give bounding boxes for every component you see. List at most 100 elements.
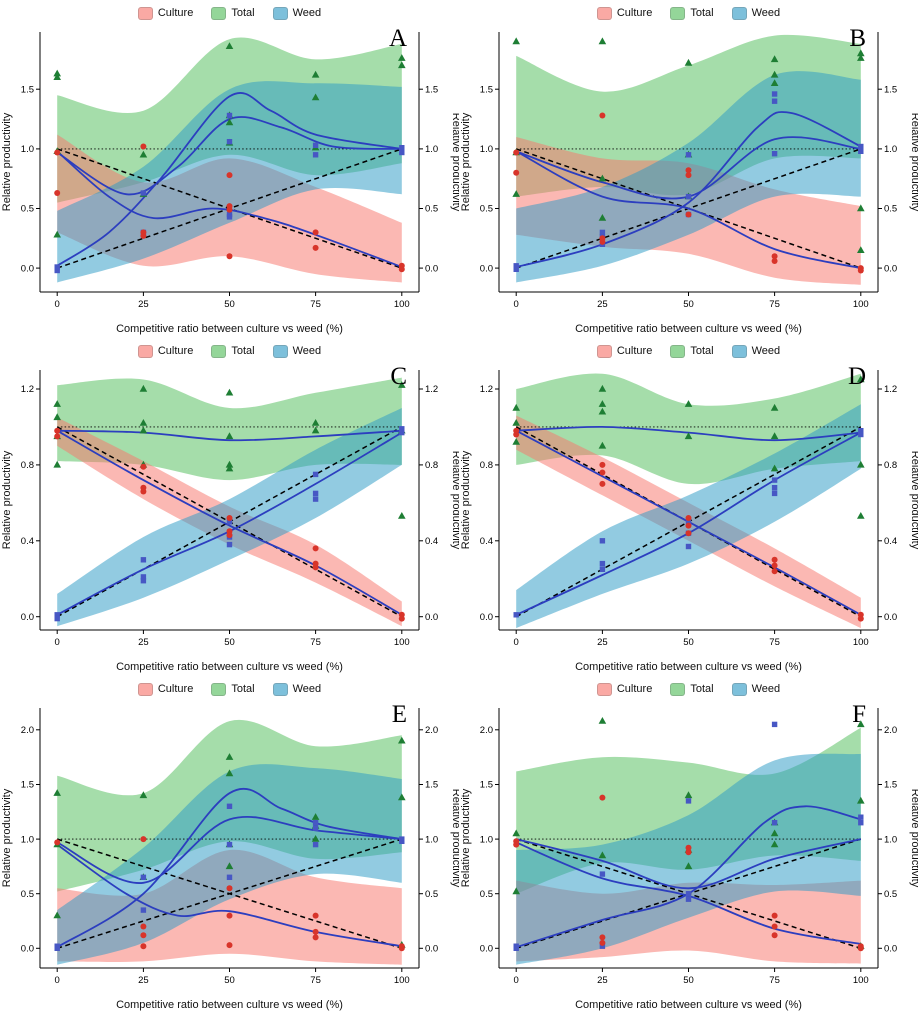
total-point <box>598 384 607 392</box>
culture-point <box>312 912 319 919</box>
panel-letter-d: D <box>847 363 866 390</box>
legend-label-weed: Weed <box>751 7 781 19</box>
total-point <box>311 835 320 842</box>
y-tick-label-left: 1.2 <box>480 384 493 395</box>
y-axis-label-right: Relative productivity <box>909 113 918 212</box>
culture-point <box>226 912 233 919</box>
weed-point <box>54 612 60 618</box>
weed-point <box>771 820 778 826</box>
legend-label-weed: Weed <box>751 683 781 695</box>
culture-point <box>226 172 233 179</box>
x-tick-label: 25 <box>597 299 608 310</box>
total-point <box>139 426 148 434</box>
culture-point <box>140 488 147 495</box>
weed-point <box>771 490 778 497</box>
panel-c: Culture Total Weed C 0 25 50 75 100 0.0 0.0 0.4… <box>0 339 462 677</box>
total-point <box>398 381 406 388</box>
total-point <box>857 796 865 804</box>
culture-point <box>226 885 233 892</box>
weed-swatch-icon <box>272 6 288 20</box>
x-tick-label: 100 <box>394 637 410 648</box>
culture-point <box>599 794 606 801</box>
weed-point <box>685 193 692 200</box>
culture-point <box>140 232 147 239</box>
y-tick-label-right: 0.0 <box>884 612 897 623</box>
y-tick-label-right: 1.5 <box>425 780 438 791</box>
total-point <box>684 58 693 66</box>
legend: Culture Total Weed <box>0 4 459 22</box>
total-point <box>139 384 148 392</box>
weed-point <box>685 891 692 897</box>
x-axis-label: Competitive ratio between culture vs wee… <box>575 661 802 673</box>
legend-label-total: Total <box>231 7 255 19</box>
y-tick-label-right: 1.0 <box>425 834 438 845</box>
weed-point <box>226 519 233 525</box>
y-tick-label-right: 1.5 <box>884 84 897 95</box>
weed-point <box>513 266 519 272</box>
total-point <box>598 441 607 449</box>
total-swatch-icon <box>670 682 686 696</box>
weed-point <box>685 896 692 902</box>
y-axis-label-right: Relative productivity <box>909 451 918 550</box>
culture-point <box>312 564 319 571</box>
y-axis-label-left: Relative productivity <box>1 788 13 887</box>
legend-label-culture: Culture <box>157 7 194 19</box>
total-point <box>598 214 607 221</box>
culture-point <box>771 556 778 563</box>
y-tick-label-right: 0.5 <box>425 889 438 900</box>
y-tick-label-left: 0.0 <box>21 612 34 623</box>
culture-smooth-curve <box>515 150 861 269</box>
y-tick-label-right: 1.0 <box>884 144 897 155</box>
weed-point <box>54 264 60 270</box>
y-tick-label-right: 0.4 <box>884 536 897 547</box>
culture-swatch-icon <box>596 682 612 696</box>
total-point <box>684 791 693 799</box>
panel-letter-f: F <box>852 701 866 728</box>
y-tick-label-left: 1.5 <box>480 780 493 791</box>
y-tick-label-right: 0.8 <box>425 460 438 471</box>
weed-point <box>226 541 233 548</box>
culture-point <box>226 253 233 260</box>
y-tick-label-left: 0.8 <box>480 460 493 471</box>
weed-swatch-icon <box>731 344 747 358</box>
total-point <box>225 388 234 396</box>
total-point <box>53 911 61 919</box>
weed-point <box>771 151 778 157</box>
total-point <box>53 73 61 80</box>
y-tick-label-right: 0.0 <box>425 944 438 955</box>
culture-point <box>398 615 405 622</box>
total-point <box>398 61 406 69</box>
total-point <box>770 403 779 411</box>
y-tick-label-right: 1.0 <box>425 144 438 155</box>
x-tick-label: 50 <box>683 975 694 986</box>
x-tick-label: 50 <box>224 975 235 986</box>
culture-point <box>599 934 606 941</box>
y-axis-label-left: Relative productivity <box>1 450 13 549</box>
culture-point <box>857 267 864 274</box>
weed-point <box>399 429 405 436</box>
weed-point <box>771 485 778 491</box>
weed-swatch-icon <box>272 682 288 696</box>
weed-point <box>858 431 864 438</box>
weed-point <box>312 841 319 848</box>
legend-label-culture: Culture <box>616 7 653 19</box>
culture-point <box>771 258 778 264</box>
panel-e: Culture Total Weed E 0 25 50 75 100 0.0 0.0 0.5… <box>0 677 462 1015</box>
chart-svg: 0 25 50 75 100 0.0 0.0 0.4 0.4 0.8 0.8 1.2 1.2 Relati… <box>1 370 462 673</box>
weed-point <box>312 490 319 497</box>
total-swatch-icon <box>211 344 227 358</box>
weed-point <box>599 229 606 236</box>
culture-point <box>312 934 319 941</box>
total-point <box>512 37 520 45</box>
culture-point <box>140 932 147 939</box>
culture-point <box>513 841 520 848</box>
y-tick-label-left: 2.0 <box>480 725 493 736</box>
total-smooth-curve <box>515 838 862 890</box>
weed-point <box>685 152 692 158</box>
weed-point <box>226 803 233 809</box>
total-swatch-icon <box>670 6 686 20</box>
weed-swatch-icon <box>731 6 747 20</box>
culture-point <box>685 167 692 174</box>
y-tick-label-left: 0.0 <box>480 612 493 623</box>
legend-item-weed: Weed <box>731 344 780 358</box>
